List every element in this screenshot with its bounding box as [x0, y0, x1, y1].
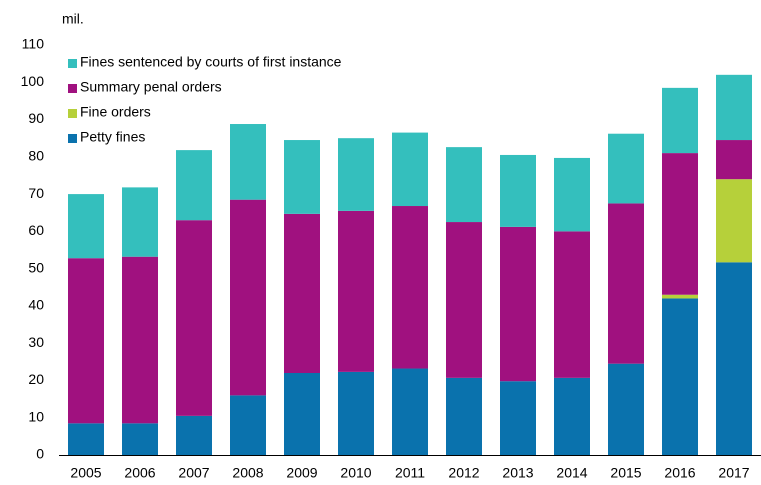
x-tick-label: 2007 — [178, 465, 209, 481]
bar-segment — [500, 154, 536, 227]
legend-label: Petty fines — [80, 129, 145, 145]
bar-segment — [284, 213, 320, 373]
legend-swatch — [68, 134, 77, 143]
x-tick-label: 2009 — [286, 465, 317, 481]
bar-segment — [716, 140, 752, 180]
legend-swatch — [68, 84, 77, 93]
bar-segment — [446, 377, 482, 455]
bar-segment — [68, 194, 104, 259]
legend-swatch — [68, 59, 77, 68]
y-axis-label: mil. — [62, 11, 84, 27]
bar-segment — [554, 157, 590, 232]
y-tick-label: 40 — [28, 297, 44, 313]
bar-segment — [230, 124, 266, 200]
legend-label: Fine orders — [80, 104, 151, 120]
bar-segment — [554, 377, 590, 455]
x-tick-label: 2006 — [124, 465, 155, 481]
legend-swatch — [68, 109, 77, 118]
bar-segment — [446, 147, 482, 223]
bar-segment — [284, 140, 320, 214]
bar-segment — [68, 423, 104, 455]
y-tick-label: 20 — [28, 371, 44, 387]
bar-segment — [608, 363, 644, 455]
bar-segment — [122, 256, 158, 424]
bar-segment — [176, 415, 212, 455]
bar-segment — [392, 206, 428, 369]
bar-segment — [176, 150, 212, 221]
y-tick-label: 80 — [28, 148, 44, 164]
bar-segment — [230, 199, 266, 396]
bar-segment — [338, 371, 374, 455]
bar-segment — [500, 381, 536, 455]
bar-segment — [716, 262, 752, 455]
x-tick-label: 2014 — [556, 465, 587, 481]
bar-segment — [284, 373, 320, 455]
y-tick-label: 70 — [28, 185, 44, 201]
bar-segment — [122, 187, 158, 257]
bar-segment — [716, 74, 752, 141]
bar-segment — [176, 220, 212, 416]
y-tick-label: 90 — [28, 110, 44, 126]
bar-segment — [500, 226, 536, 382]
bar-segment — [662, 87, 698, 154]
y-tick-label: 0 — [36, 446, 44, 462]
bar-segment — [716, 179, 752, 263]
legend-label: Fines sentenced by courts of first insta… — [80, 54, 342, 70]
x-tick-label: 2012 — [448, 465, 479, 481]
bar-segment — [392, 368, 428, 455]
bar-segment — [230, 395, 266, 455]
y-tick-label: 60 — [28, 222, 44, 238]
bar-segment — [338, 138, 374, 211]
bar-segment — [446, 222, 482, 378]
y-tick-label: 110 — [22, 36, 45, 52]
bar-segment — [392, 132, 428, 207]
bar-segment — [68, 258, 104, 424]
x-tick-label: 2008 — [232, 465, 263, 481]
y-tick-label: 100 — [21, 73, 45, 89]
x-tick-label: 2011 — [395, 465, 425, 481]
x-tick-label: 2016 — [664, 465, 695, 481]
y-tick-label: 10 — [28, 408, 44, 424]
x-tick-label: 2017 — [718, 465, 749, 481]
x-tick-label: 2005 — [70, 465, 101, 481]
y-tick-label: 50 — [28, 259, 44, 275]
bar-segment — [662, 153, 698, 295]
x-tick-label: 2013 — [502, 465, 533, 481]
bar-segment — [554, 231, 590, 378]
bar-segment — [338, 210, 374, 372]
y-tick-label: 30 — [28, 334, 44, 350]
bar-segment — [608, 203, 644, 364]
bar-segment — [122, 423, 158, 455]
bar-segment — [662, 294, 698, 299]
legend-label: Summary penal orders — [80, 79, 222, 95]
x-tick-label: 2010 — [340, 465, 371, 481]
x-tick-label: 2015 — [610, 465, 641, 481]
bar-segment — [608, 133, 644, 204]
bar-segment — [662, 298, 698, 455]
